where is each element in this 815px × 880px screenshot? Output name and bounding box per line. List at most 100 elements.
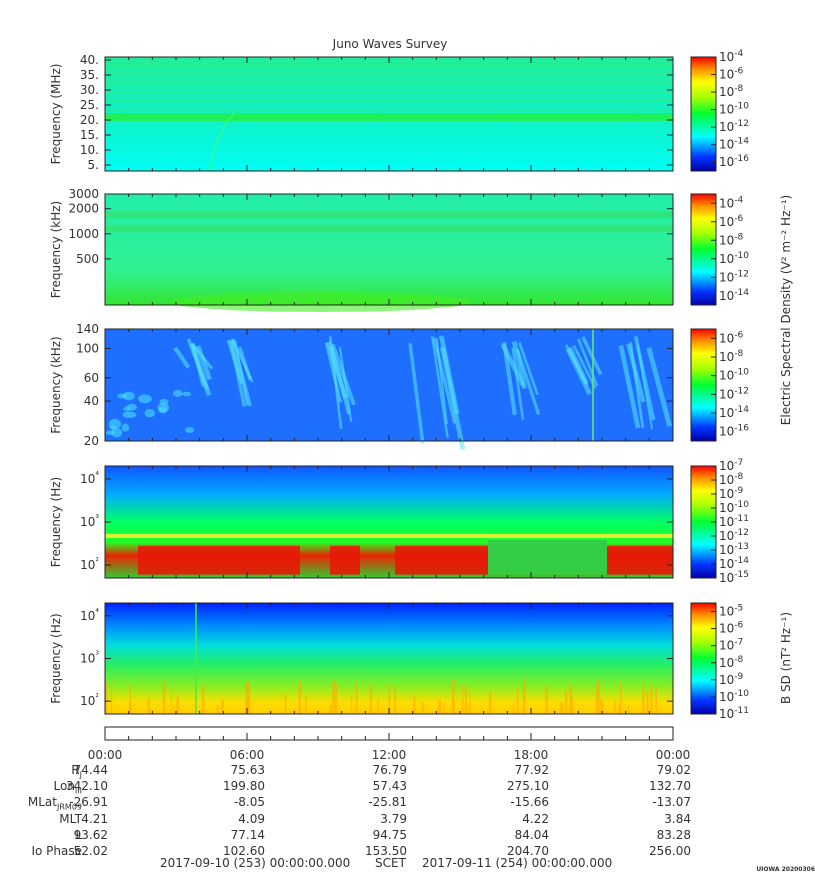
colorbar-tick-label: 10-12 [719, 119, 749, 134]
ephemeris-value: 76.79 [372, 763, 407, 777]
ephemeris-value: 132.70 [649, 779, 691, 794]
panel-lfr-low: 10² 10³ 10⁴ Frequency (Hz) [49, 465, 674, 579]
colorbar-tick-label: 10-9 [719, 672, 744, 687]
colorbar-tick-label: 10-16 [719, 154, 749, 169]
ephemeris-value: -25.81 [368, 795, 407, 810]
colorbar-hfr-high: 10-4 10-6 10-8 10-10 10-12 10-14 10-16 [690, 49, 749, 172]
y-axis-label: Frequency (kHz) [49, 336, 63, 433]
y-tick-label: 2000 [68, 202, 99, 216]
y-tick-label: 5. [88, 158, 99, 172]
colorbar-gradient [690, 193, 717, 306]
time-tick-label: 06:00 [229, 748, 265, 762]
ephemeris-value: 275.10 [507, 779, 549, 794]
ephemeris-value: 77.14 [230, 827, 265, 842]
noise-blob [157, 403, 170, 413]
figure-title: Juno Waves Survey [332, 37, 448, 51]
burst-streak [515, 348, 541, 416]
y-tick-label: 10² [80, 693, 99, 708]
colorbar-magnetic: 10-5 10-6 10-7 10-8 10-9 10-10 10-11 [690, 602, 749, 721]
noise-blob [144, 409, 156, 418]
ephemeris-row-label: Io Phase [31, 844, 82, 858]
colorbar-tick-label: 10-8 [719, 84, 744, 99]
colorbar-tick-label: 10-8 [719, 232, 744, 247]
intense-emission [607, 545, 673, 575]
burst-streak [568, 346, 589, 384]
ephemeris-row-label: MLT [59, 811, 82, 826]
emission-band [105, 113, 673, 121]
time-axis [104, 726, 674, 741]
colorbars: 10-4 10-6 10-8 10-10 10-12 10-14 10-16 10-4 10-6… [690, 49, 749, 721]
ephemeris-value: 3.84 [664, 811, 691, 826]
emission-band [105, 225, 673, 232]
colorbar-tick-label: 10-6 [719, 330, 744, 345]
colorbar-tick-label: 10-14 [719, 288, 749, 303]
colorbar-tick-label: 10-11 [719, 706, 749, 721]
panel-hfr-high: 5.10.15.20.25.30.35.40. Frequency (MHz) [49, 53, 674, 172]
ephemeris-value: 4.09 [238, 811, 265, 826]
colorbar-tick-label: 10-8 [719, 472, 744, 487]
ephemeris-value: 84.04 [514, 827, 549, 842]
ephemeris-value: -13.07 [652, 795, 691, 810]
colorbar-tick-label: 10-10 [719, 689, 749, 704]
y-tick-label: 10² [80, 557, 99, 572]
burst-streak [173, 346, 191, 369]
ephemeris-row-label: MLatJRM09 [27, 795, 82, 812]
colorbar-tick-label: 10-8 [719, 349, 744, 364]
colorbar-lfr-high: 10-6 10-8 10-10 10-12 10-14 10-16 [690, 328, 749, 442]
emission-line [105, 533, 673, 538]
noise-blob [126, 403, 138, 411]
y-tick-label: 40. [80, 53, 99, 67]
burst-streak [226, 339, 244, 385]
colorbar-tick-label: 10-11 [719, 514, 749, 529]
ephemeris-row-label: L [75, 827, 82, 842]
colorbar-tick-label: 10-16 [719, 424, 749, 439]
colorbar-tick-label: 10-12 [719, 386, 749, 401]
burst-streak [565, 347, 592, 396]
intense-emission [395, 545, 488, 575]
ephemeris-value: 75.63 [230, 763, 265, 777]
noise-blob [172, 390, 183, 397]
quiet-region [488, 540, 607, 575]
time-tick-label: 12:00 [371, 748, 407, 762]
colorbar-tick-label: 10-9 [719, 486, 744, 501]
noise-blob [111, 427, 123, 438]
burst-streak [577, 338, 599, 387]
burst-streak [618, 344, 641, 429]
burst-streak [432, 337, 457, 424]
colorbar-tick-label: 10-14 [719, 405, 749, 420]
colorbar-tick-label: 10-6 [719, 621, 744, 636]
colorbar-tick-label: 10-14 [719, 556, 749, 571]
y-tick-label: 15. [80, 128, 99, 142]
y-tick-label: 1000 [68, 227, 99, 241]
scet-start-label: 2017-09-10 (253) 00:00:00.000 [160, 856, 351, 870]
burst-streak [189, 342, 212, 397]
burst-streak [430, 335, 449, 438]
y-axis-label: Frequency (MHz) [49, 64, 63, 165]
ephemeris-value: -8.05 [233, 795, 265, 810]
noise-blob [138, 394, 152, 404]
scet-label: SCET [375, 856, 406, 870]
burst-streak [338, 346, 353, 422]
burst-streak [646, 347, 673, 427]
colorbar-gradient [690, 602, 717, 715]
y-tick-label: 10³ [80, 514, 99, 529]
colorbar-lfr-low: 10-710-810-910-1010-1110-1210-1310-1410-… [690, 458, 749, 585]
scet-end-label: 2017-09-11 (254) 00:00:00.000 [422, 856, 613, 870]
colorbar-tick-label: 10-15 [719, 570, 749, 585]
colorbar-gradient [690, 328, 717, 442]
colorbar-tick-label: 10-5 [719, 604, 743, 619]
ephemeris-value: 4.21 [81, 811, 108, 826]
colorbar-hfr-low: 10-4 10-6 10-8 10-10 10-12 10-14 [690, 193, 749, 306]
ephemeris-value: 93.62 [73, 827, 108, 842]
y-tick-label: 10⁴ [80, 471, 99, 486]
y-tick-label: 140 [76, 322, 99, 336]
time-tick-label: 18:00 [513, 748, 549, 762]
noise-blob [108, 418, 122, 429]
noise-blob [184, 427, 195, 433]
intense-emission [330, 545, 360, 575]
arc-emission [209, 111, 236, 172]
y-axis-label: Frequency (Hz) [49, 477, 63, 568]
burst-streak [581, 336, 603, 376]
ephemeris-value: 102.60 [223, 844, 265, 858]
colorbar-tick-label: 10-8 [719, 655, 744, 670]
